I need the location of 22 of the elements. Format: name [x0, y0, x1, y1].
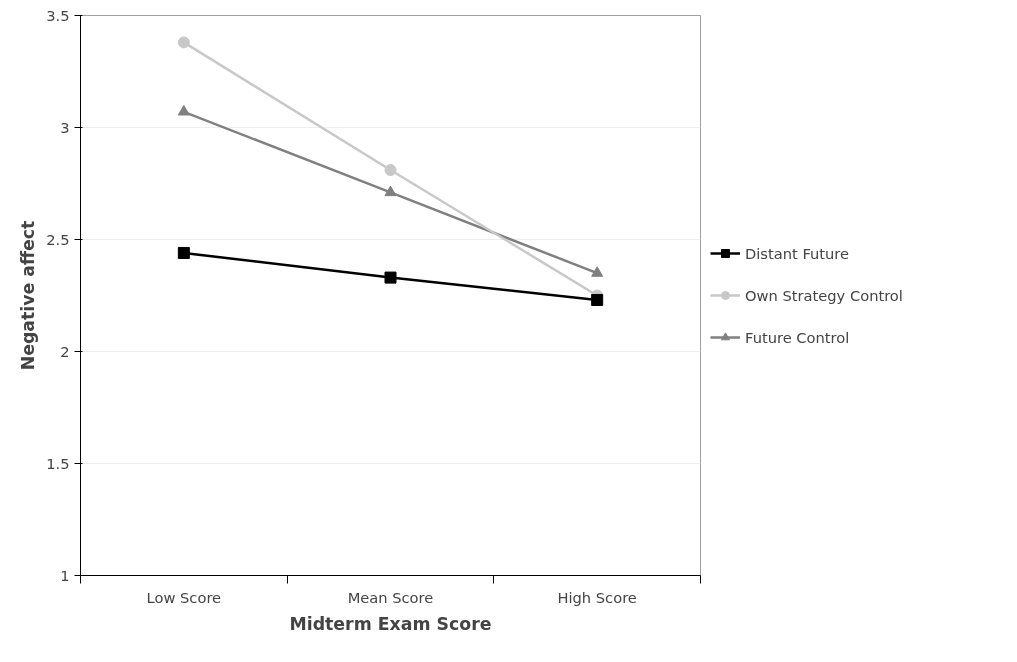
- point: [384, 185, 397, 197]
- point: [177, 36, 190, 49]
- x-axis-title: Midterm Exam Score: [289, 613, 492, 634]
- point: [177, 104, 190, 116]
- y-tick-label: 2.5: [46, 230, 70, 248]
- x-tick-label: High Score: [557, 588, 637, 606]
- legend-label: Own Strategy Control: [745, 286, 903, 304]
- point: [384, 271, 397, 284]
- x-tick-label: Low Score: [146, 588, 222, 606]
- legend-label: Future Control: [745, 328, 850, 346]
- point: [591, 293, 604, 306]
- y-tick-label: 3.5: [46, 6, 70, 24]
- y-axis-title: Negative affect: [18, 220, 39, 371]
- point: [177, 246, 190, 259]
- legend-label: Distant Future: [745, 244, 850, 262]
- y-tick-label: 3: [60, 118, 70, 136]
- point: [591, 266, 604, 277]
- y-tick-label: 1.5: [46, 454, 70, 472]
- x-tick-label: Mean Score: [347, 588, 434, 606]
- y-tick-label: 2: [60, 342, 70, 360]
- point: [384, 164, 397, 177]
- y-tick-label: 1: [60, 566, 70, 584]
